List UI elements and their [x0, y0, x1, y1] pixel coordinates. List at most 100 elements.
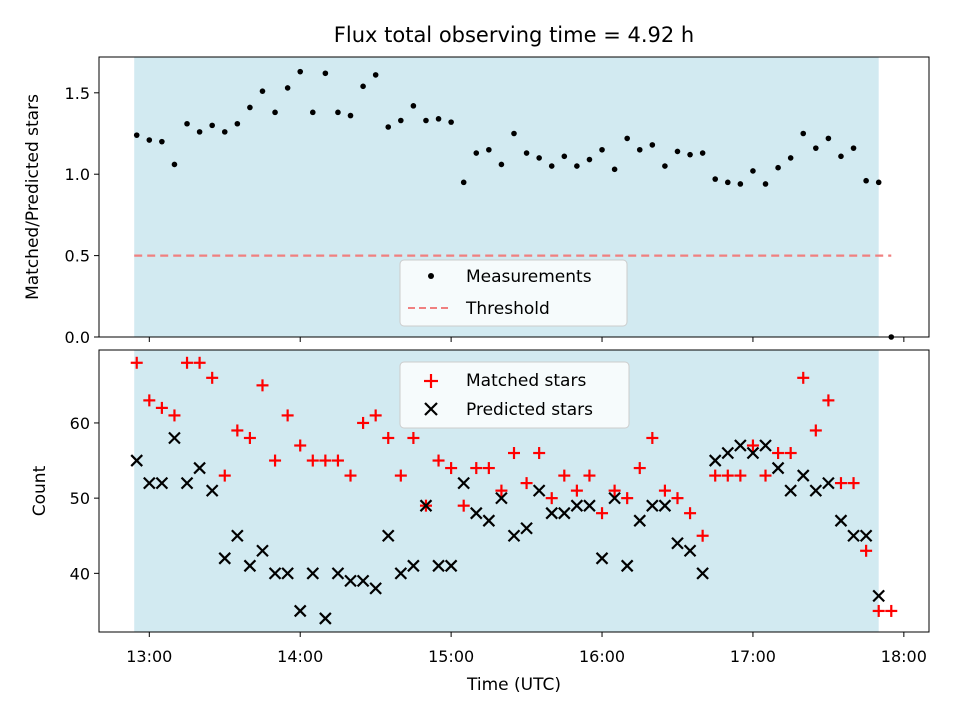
- matched-star-point: [281, 409, 294, 422]
- matched-star-point: [633, 462, 646, 475]
- top-panel: 0.0 0.5 1.0 1.5 Flux total observing time =…: [23, 23, 930, 347]
- measurement-point: [561, 153, 568, 160]
- predicted-star-point: [381, 529, 395, 543]
- matched-star-point: [545, 492, 558, 505]
- y-tick-label: 0.0: [65, 328, 90, 347]
- predicted-star-point: [482, 514, 496, 527]
- matched-star-point: [608, 484, 621, 497]
- measurement-point: [247, 104, 253, 111]
- x-tick-label: 14:00: [277, 647, 323, 666]
- legend-threshold-label: Threshold: [465, 299, 550, 319]
- measurement-point: [385, 124, 392, 130]
- measurement-point: [536, 155, 542, 161]
- predicted-star-point: [155, 476, 169, 490]
- predicted-star-point: [859, 529, 873, 543]
- matched-star-point: [834, 477, 847, 490]
- measurement-point: [398, 117, 404, 124]
- predicted-star-point: [759, 439, 772, 452]
- matched-star-point: [885, 604, 898, 617]
- matched-star-point: [382, 431, 395, 444]
- measurement-point: [611, 166, 618, 173]
- matched-star-point: [495, 484, 508, 497]
- legend-matched-marker: [424, 374, 438, 388]
- measurement-point: [196, 129, 203, 135]
- bottom-x-axis: 13:00 14:00 15:00 16:00 17:00 18:00: [126, 632, 927, 666]
- predicted-star-point: [658, 499, 672, 512]
- predicted-star-point: [419, 499, 433, 512]
- bottom-axes-frame: [98, 349, 930, 633]
- measurement-point: [800, 130, 807, 137]
- x-tick-label: 13:00: [126, 647, 172, 666]
- matched-star-point: [218, 469, 231, 482]
- matched-star-point: [294, 439, 307, 452]
- matched-star-point: [394, 469, 407, 482]
- predicted-star-point: [646, 499, 659, 512]
- matched-star-point: [533, 447, 546, 460]
- measurement-point: [624, 135, 630, 142]
- matched-star-point: [256, 379, 269, 392]
- matched-star-point: [231, 424, 244, 437]
- predicted-star-point: [696, 567, 709, 580]
- y-tick-label: 50: [70, 489, 90, 508]
- measurement-point: [259, 88, 266, 94]
- predicted-star-point: [469, 506, 483, 520]
- x-axis-label: Time (UTC): [466, 675, 561, 695]
- predicted-star-point: [243, 559, 257, 573]
- predicted-star-point: [306, 567, 320, 580]
- matched-star-point: [872, 604, 885, 617]
- measurement-point: [435, 116, 442, 122]
- matched-star-point: [344, 469, 357, 482]
- y-tick-label: 1.5: [65, 84, 90, 103]
- matched-star-point: [369, 409, 382, 422]
- matched-star-point: [822, 394, 835, 407]
- measurement-point: [863, 177, 869, 184]
- matched-star-point: [193, 356, 206, 369]
- measurement-point: [335, 109, 341, 116]
- measurement-point: [687, 151, 693, 158]
- predicted-star-point: [432, 559, 445, 573]
- bottom-legend-box: [399, 361, 630, 429]
- top-axes-frame: [98, 56, 930, 338]
- x-tick-label: 15:00: [428, 647, 474, 666]
- measurement-point: [423, 117, 429, 124]
- measurement-point: [297, 68, 304, 75]
- matched-star-point: [558, 469, 571, 482]
- measurement-point: [184, 120, 190, 127]
- measurement-point: [674, 148, 681, 155]
- measurement-point: [171, 161, 178, 168]
- measurement-point: [360, 83, 366, 90]
- measurement-point: [159, 138, 165, 145]
- y-tick-label: 60: [70, 414, 90, 433]
- matched-star-point: [658, 484, 671, 497]
- measurement-point: [460, 179, 467, 186]
- measurement-point: [775, 164, 781, 171]
- measurement-point: [875, 179, 882, 186]
- measurement-point: [574, 163, 580, 169]
- predicted-star-point: [784, 484, 797, 497]
- measurement-point: [586, 156, 593, 163]
- matched-star-point: [621, 492, 634, 505]
- measurement-point: [221, 129, 228, 135]
- predicted-star-point: [595, 552, 609, 565]
- predicted-star-point: [746, 446, 760, 460]
- predicted-star-point: [205, 484, 219, 497]
- predicted-star-point: [168, 431, 181, 445]
- matched-star-point: [269, 454, 282, 467]
- matched-star-point: [721, 469, 734, 482]
- y-tick-label: 1.0: [65, 165, 90, 184]
- measurement-point: [787, 155, 794, 161]
- matched-star-point: [319, 454, 332, 467]
- matched-star-point: [306, 454, 319, 467]
- legend-measurements-label: Measurements: [466, 267, 592, 287]
- matched-star-point: [847, 477, 860, 490]
- matched-star-point: [570, 484, 583, 497]
- matched-star-point: [759, 469, 772, 482]
- matched-star-point: [671, 492, 684, 505]
- matched-star-point: [130, 356, 143, 369]
- matched-star-point: [181, 356, 194, 369]
- chart-title: Flux total observing time = 4.92 h: [334, 23, 694, 47]
- predicted-star-point: [608, 491, 621, 505]
- top-legend: Measurements Threshold: [399, 259, 628, 327]
- matched-star-point: [809, 424, 822, 437]
- matched-star-point: [508, 447, 520, 460]
